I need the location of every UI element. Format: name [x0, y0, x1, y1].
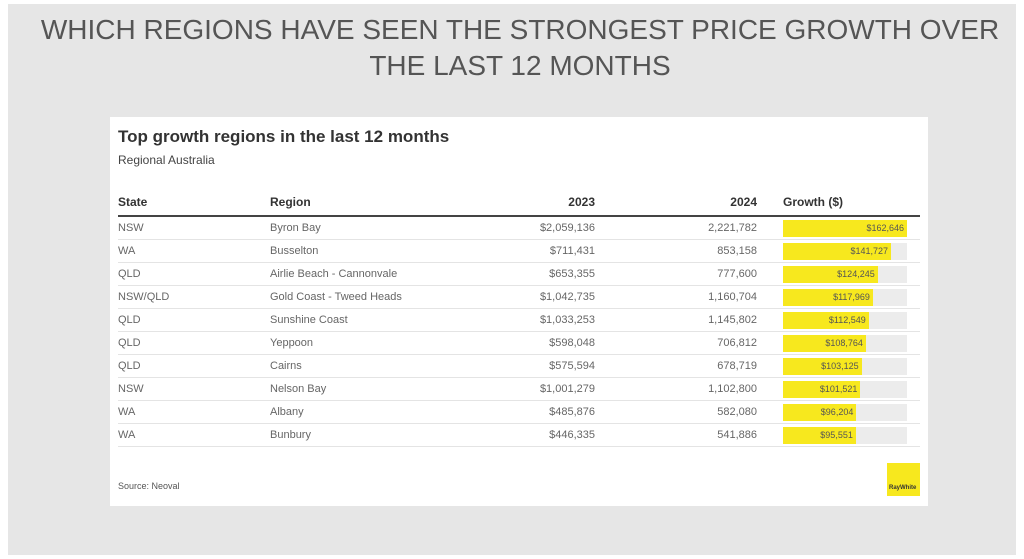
cell: 1,160,704 — [708, 291, 757, 303]
growth-bar — [783, 358, 862, 375]
table-card: Top growth regions in the last 12 months… — [110, 117, 928, 506]
row-divider — [118, 446, 920, 447]
cell: $2,059,136 — [539, 222, 595, 234]
growth-label: $95,551 — [820, 430, 853, 440]
row-divider — [118, 331, 920, 332]
growth-bar — [783, 335, 866, 352]
cell: Byron Bay — [270, 222, 321, 234]
cell: 1,102,800 — [708, 383, 757, 395]
row-divider — [118, 308, 920, 309]
growth-label: $101,521 — [819, 384, 858, 394]
cell: NSW/QLD — [118, 291, 170, 303]
cell: 853,158 — [717, 245, 757, 257]
growth-bar — [783, 427, 856, 444]
growth-bar — [783, 220, 907, 237]
cell: Yeppoon — [270, 337, 314, 349]
column-header: State — [118, 195, 148, 209]
cell: QLD — [118, 314, 141, 326]
logo: RayWhite — [887, 463, 920, 496]
cell: 2,221,782 — [708, 222, 757, 234]
row-divider — [118, 262, 920, 263]
cell: NSW — [118, 383, 144, 395]
cell: Sunshine Coast — [270, 314, 348, 326]
cell: QLD — [118, 337, 141, 349]
cell: Albany — [270, 406, 304, 418]
growth-bar — [783, 404, 857, 421]
cell: QLD — [118, 268, 141, 280]
logo-text: RayWhite — [889, 485, 917, 491]
growth-bar — [783, 266, 878, 283]
growth-label: $96,204 — [820, 407, 854, 417]
cell: 541,886 — [717, 429, 757, 441]
page-title: WHICH REGIONS HAVE SEEN THE STRONGEST PR… — [40, 14, 1000, 81]
cell: QLD — [118, 360, 141, 372]
cell: NSW — [118, 222, 144, 234]
cell: 777,600 — [717, 268, 757, 280]
row-divider — [118, 354, 920, 355]
growth-bar — [783, 289, 873, 306]
column-header: Growth ($) — [783, 195, 843, 209]
growth-bar — [783, 243, 892, 260]
cell: Airlie Beach - Cannonvale — [270, 268, 398, 280]
row-divider — [118, 377, 920, 378]
cell: WA — [118, 406, 136, 418]
cell: WA — [118, 245, 136, 257]
cell: WA — [118, 429, 136, 441]
cell: $653,355 — [549, 268, 595, 280]
table-title: Top growth regions in the last 12 months — [118, 127, 450, 146]
column-header: 2024 — [730, 195, 757, 209]
cell: $1,001,279 — [539, 383, 595, 395]
cell: Cairns — [270, 360, 302, 372]
table-subtitle: Regional Australia — [118, 153, 215, 167]
growth-bar — [783, 312, 869, 329]
cell: Bunbury — [270, 429, 311, 441]
growth-label: $108,764 — [825, 338, 863, 348]
cell: $446,335 — [549, 429, 595, 441]
cell: $485,876 — [549, 406, 595, 418]
cell: Nelson Bay — [270, 383, 327, 395]
header-rule — [118, 215, 920, 217]
growth-label: $117,969 — [833, 292, 870, 302]
column-header: Region — [270, 195, 311, 209]
cell: $1,042,735 — [539, 291, 595, 303]
row-divider — [118, 285, 920, 286]
growth-label: $141,727 — [850, 246, 889, 256]
source: Source: Neoval — [118, 481, 180, 491]
cell: 706,812 — [717, 337, 757, 349]
growth-bar — [783, 381, 861, 398]
row-divider — [118, 239, 920, 240]
cell: $711,431 — [549, 245, 595, 257]
cell: 582,080 — [717, 406, 757, 418]
cell: $575,594 — [549, 360, 595, 372]
cell: 678,719 — [717, 360, 757, 372]
column-header: 2023 — [568, 195, 595, 209]
cell: Busselton — [270, 245, 319, 257]
growth-label: $103,125 — [821, 361, 859, 371]
growth-label: $162,646 — [866, 223, 904, 233]
cell: $1,033,253 — [539, 314, 595, 326]
cell: $598,048 — [549, 337, 595, 349]
growth-label: $124,245 — [837, 269, 875, 279]
growth-label: $112,549 — [828, 315, 866, 325]
cell: 1,145,802 — [708, 314, 757, 326]
cell: Gold Coast - Tweed Heads — [270, 291, 402, 303]
row-divider — [118, 423, 920, 424]
row-divider — [118, 400, 920, 401]
